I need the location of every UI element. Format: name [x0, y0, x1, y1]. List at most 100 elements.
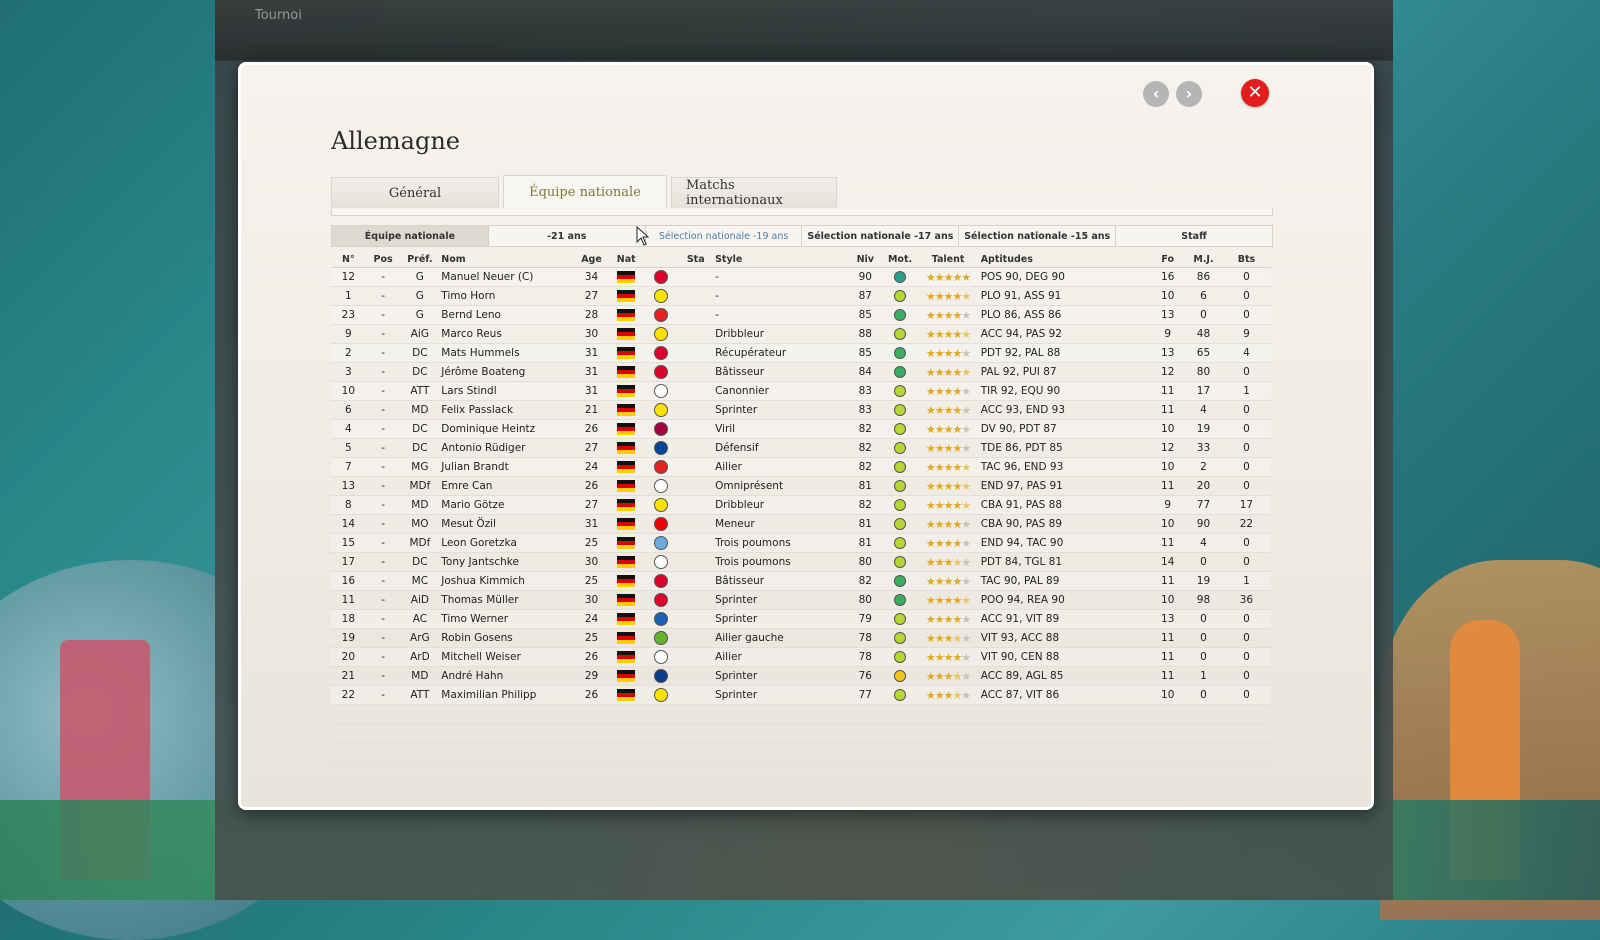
table-row[interactable]: 8- MD Mario Götze 27 Dribbleur 82 ★★★★★ CBA 91,…	[331, 495, 1271, 515]
table-row[interactable]: 14- MO Mesut Özil 31 Meneur 81 ★★★★★ CBA 90, PA…	[331, 514, 1271, 534]
star-icon: ★	[934, 327, 945, 341]
star-icon: ★	[943, 365, 954, 379]
talent-stars: ★★★★★	[926, 385, 971, 398]
star-icon: ★	[925, 308, 936, 322]
player-motivation	[882, 419, 918, 439]
player-goals: 0	[1221, 419, 1271, 439]
table-row[interactable]: 12- G Manuel Neuer (C) 34-90 ★★★★★ POS 90, DE…	[331, 267, 1271, 287]
table-row[interactable]: 19- ArG Robin Gosens 25 Ailier gauche 78 ★★★★★…	[331, 628, 1271, 648]
talent-stars: ★★★★★	[926, 631, 971, 645]
player-form: 10	[1150, 685, 1186, 705]
subtab-u19[interactable]: Sélection nationale -19 ans	[646, 226, 803, 246]
tab-equipe-nationale[interactable]: Équipe nationale	[503, 175, 667, 208]
col-goals-header[interactable]: Bts	[1221, 251, 1271, 268]
player-name: Julian Brandt	[439, 457, 575, 477]
germany-flag-icon	[617, 689, 636, 701]
subtab-u17[interactable]: Sélection nationale -17 ans	[802, 226, 960, 246]
tab-matchs-internationaux[interactable]: Matchs internationaux	[671, 177, 837, 208]
player-motivation	[882, 343, 918, 363]
subtab-staff[interactable]: Staff	[1181, 230, 1207, 242]
subtab-u21[interactable]: -21 ans	[489, 226, 646, 246]
table-row[interactable]: 5- DC Antonio Rüdiger 27 Défensif 82 ★★★★★ TDE …	[331, 438, 1271, 458]
star-icon: ★	[934, 650, 945, 664]
tab-general[interactable]: Général	[331, 177, 499, 208]
table-row[interactable]: 21- MD André Hahn 29 Sprinter 76 ★★★★★ ACC 89, …	[331, 666, 1271, 686]
table-row[interactable]: 23- G Bernd Leno 28-85 ★★★★★ PLO 86, ASS 86 13…	[331, 305, 1271, 325]
table-row[interactable]: 6- MD Felix Passlack 21 Sprinter 83 ★★★★★ ACC 9…	[331, 400, 1271, 420]
player-matches-played: 98	[1185, 590, 1222, 610]
col-aptitudes-header[interactable]: Aptitudes	[978, 251, 1151, 268]
player-talent: ★★★★★	[917, 381, 979, 401]
player-status	[678, 400, 714, 420]
player-number: 19	[331, 628, 366, 648]
player-aptitudes: PAL 92, PUI 87	[978, 362, 1151, 382]
col-age-header[interactable]: Age	[574, 251, 609, 268]
table-row[interactable]: 1- G Timo Horn 27-87 ★★★★★ PLO 91, ASS 91 10 6 0	[331, 286, 1271, 306]
table-row[interactable]: 3- DC Jérôme Boateng 31 Bâtisseur 84 ★★★★★ PAL …	[331, 362, 1271, 382]
col-club-header[interactable]	[643, 251, 679, 268]
player-preferred-position: G	[400, 286, 440, 306]
star-icon: ★	[943, 555, 954, 569]
col-level-header[interactable]: Niv	[847, 251, 883, 268]
close-button[interactable]: ✕	[1241, 79, 1269, 107]
col-number-header[interactable]: N°	[331, 251, 366, 268]
germany-flag-icon	[617, 347, 636, 359]
table-row[interactable]: 20- ArD Mitchell Weiser 26 Ailier 78 ★★★★★ VIT …	[331, 647, 1271, 667]
star-icon: ★	[952, 479, 962, 493]
subtab-u15[interactable]: Sélection nationale -15 ans	[959, 226, 1117, 246]
col-form-header[interactable]: Fo	[1150, 251, 1186, 268]
player-age: 27	[574, 438, 609, 458]
player-position: -	[365, 571, 401, 591]
table-row[interactable]: 22- ATT Maximilian Philipp 26 Sprinter 77 ★★★★…	[331, 685, 1271, 705]
player-preferred-position: G	[400, 267, 440, 287]
player-age: 26	[574, 476, 609, 496]
star-icon: ★	[943, 631, 954, 645]
player-matches-played: 0	[1185, 552, 1222, 572]
player-talent: ★★★★★	[917, 267, 979, 287]
player-status	[678, 457, 714, 477]
col-position-header[interactable]: Pos	[365, 251, 401, 268]
table-row[interactable]: 9- AiG Marco Reus 30 Dribbleur 88 ★★★★★ ACC 94,…	[331, 324, 1271, 344]
player-preferred-position: DC	[400, 552, 440, 572]
col-preferred-header[interactable]: Préf.	[400, 251, 440, 268]
table-row[interactable]: 11- AiD Thomas Müller 30 Sprinter 80 ★★★★★ POO …	[331, 590, 1271, 610]
germany-flag-icon	[617, 499, 636, 511]
player-age: 25	[574, 533, 609, 553]
player-club	[643, 305, 679, 325]
player-goals: 9	[1221, 324, 1271, 344]
germany-flag-icon	[617, 442, 636, 454]
star-icon: ★	[952, 441, 962, 455]
col-matches-played-header[interactable]: M.J.	[1185, 251, 1222, 268]
star-icon: ★	[961, 498, 971, 512]
player-preferred-position: ATT	[400, 381, 440, 401]
table-row[interactable]: 15- MDf Leon Goretzka 25 Trois poumons 81 ★★★★…	[331, 533, 1271, 553]
table-row[interactable]: 18- AC Timo Werner 24 Sprinter 79 ★★★★★ ACC 91,…	[331, 609, 1271, 629]
col-talent-header[interactable]: Talent	[917, 251, 979, 268]
table-row[interactable]: 10- ATT Lars Stindl 31 Canonnier 83 ★★★★★ TIR 9…	[331, 381, 1271, 401]
star-icon: ★	[952, 517, 962, 531]
col-motivation-header[interactable]: Mot.	[882, 251, 918, 268]
player-aptitudes: VIT 90, CEN 88	[978, 647, 1151, 667]
table-row[interactable]: 16- MC Joshua Kimmich 25 Bâtisseur 82 ★★★★★ TAC…	[331, 571, 1271, 591]
next-button[interactable]: ›	[1176, 81, 1202, 107]
col-style-header[interactable]: Style	[713, 251, 848, 268]
table-row[interactable]: 17- DC Tony Jantschke 30 Trois poumons 80 ★★★★…	[331, 552, 1271, 572]
table-row[interactable]: 2- DC Mats Hummels 31 Récupérateur 85 ★★★★★ PDT…	[331, 343, 1271, 363]
player-name: Robin Gosens	[439, 628, 575, 648]
club-crest-icon	[653, 631, 668, 645]
background-window-title: Tournoi	[255, 8, 302, 23]
club-crest-icon	[653, 270, 668, 284]
col-nationality-header[interactable]: Nat	[608, 251, 644, 268]
player-nationality	[608, 419, 644, 439]
table-row[interactable]: 4- DC Dominique Heintz 26 Viril 82 ★★★★★ DV 90,…	[331, 419, 1271, 439]
col-status-header[interactable]: Sta	[678, 251, 714, 268]
player-form: 9	[1150, 324, 1186, 344]
subtab-equipe-nationale[interactable]: Équipe nationale	[332, 226, 489, 246]
table-row[interactable]: 7- MG Julian Brandt 24 Ailier 82 ★★★★★ TAC 96, …	[331, 457, 1271, 477]
col-name-header[interactable]: Nom	[439, 251, 575, 268]
player-talent: ★★★★★	[917, 305, 979, 325]
star-icon: ★	[961, 308, 971, 322]
previous-button[interactable]: ‹	[1143, 81, 1169, 107]
player-name: Antonio Rüdiger	[439, 438, 575, 458]
table-row[interactable]: 13- MDf Emre Can 26 Omniprésent 81 ★★★★★ END 97…	[331, 476, 1271, 496]
